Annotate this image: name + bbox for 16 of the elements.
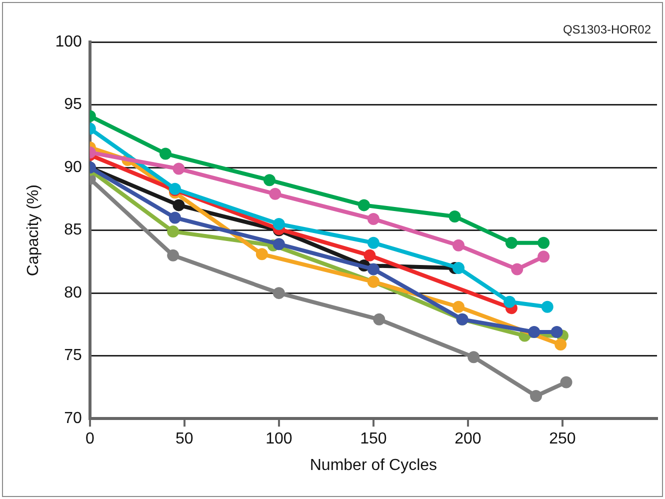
y-tick-label: 100: [55, 33, 82, 50]
y-tick-label: 75: [64, 347, 82, 364]
y-tick-label: 90: [64, 158, 82, 176]
x-tick-label: 150: [360, 430, 387, 448]
y-axis-title: Capacity (%): [25, 184, 42, 276]
y-tick-label: 85: [64, 222, 82, 239]
y-tick-label: 70: [64, 410, 82, 428]
x-tick-label: 0: [85, 430, 94, 448]
x-tick-label: 200: [454, 430, 482, 448]
x-tick-label: 50: [176, 430, 194, 448]
x-axis-title: Number of Cycles: [310, 456, 438, 474]
x-tick-label: 100: [266, 430, 292, 448]
x-tick-label: 250: [549, 430, 576, 448]
text: QS1303-HOR02: [562, 22, 652, 36]
y-tick-label: 95: [64, 96, 82, 114]
y-tick-label: 80: [64, 284, 82, 302]
